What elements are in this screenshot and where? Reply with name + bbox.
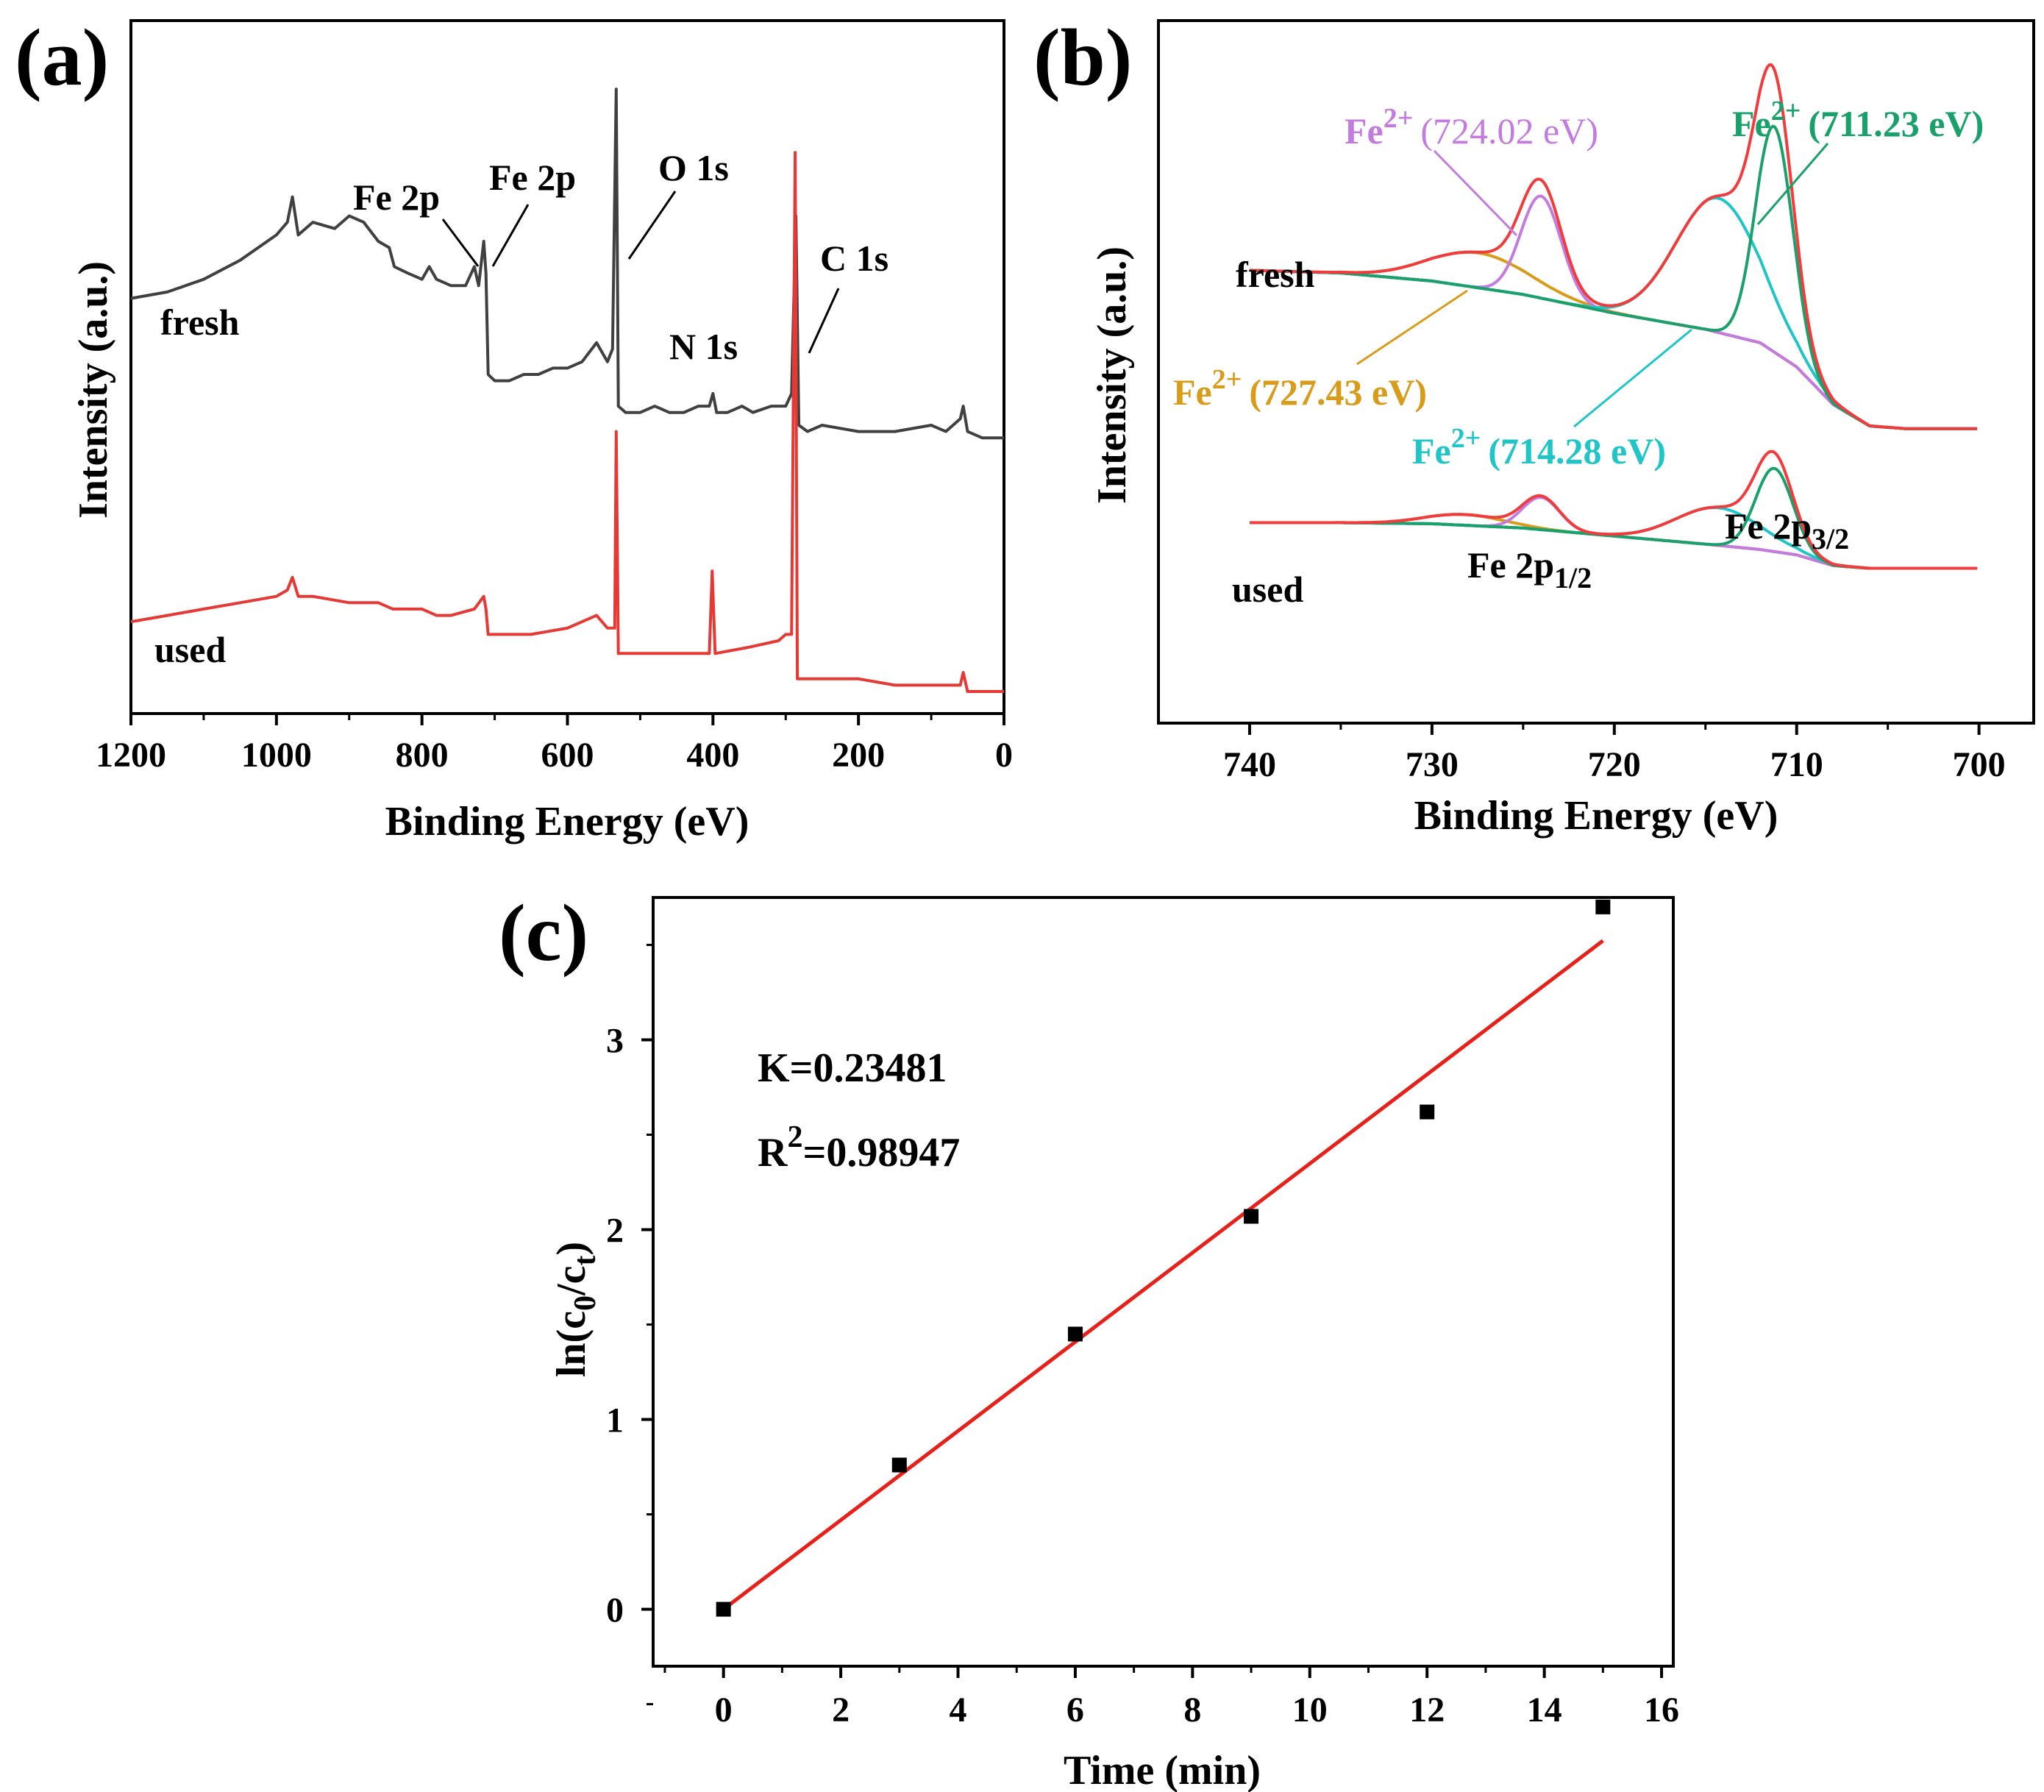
fe2p-annotation-right: Fe 2p xyxy=(489,157,576,198)
panel-a-label: (a) xyxy=(15,13,109,102)
orbital-label-2p32: Fe 2p3/2 xyxy=(1725,505,1849,555)
panel-b-fit-curves xyxy=(1249,63,1978,570)
panel-c-y-axis-title: ln(c0/ct) xyxy=(549,1242,602,1377)
a-series-used xyxy=(130,151,1004,693)
b-x-tick-label: 730 xyxy=(1406,745,1459,784)
c1s-leader xyxy=(808,288,840,354)
peak-leader-727 xyxy=(1356,289,1468,366)
panel-c-label: (c) xyxy=(499,888,588,978)
a-x-tick-label: 800 xyxy=(396,736,449,775)
peak-label-727: Fe2+ (727.43 eV) xyxy=(1173,364,1427,413)
c1s-annotation: C 1s xyxy=(820,238,889,279)
panel-a-x-ticks: 1200 1000 800 600 400 200 0 xyxy=(96,714,1013,775)
c-x-tick-label: 8 xyxy=(1183,1690,1201,1729)
c-y-tick-label: 0 xyxy=(606,1591,624,1630)
c-data-point xyxy=(1244,1209,1259,1224)
panel-c-fit-line xyxy=(722,939,1604,1611)
b-x-tick-label: 740 xyxy=(1223,745,1276,784)
panel-a-fresh-label: fresh xyxy=(160,302,240,343)
panel-b-fresh-label: fresh xyxy=(1236,254,1315,295)
c-x-tick-label: 0 xyxy=(715,1690,733,1729)
c-x-tick-label: 16 xyxy=(1644,1690,1679,1729)
c-data-point xyxy=(891,1457,907,1473)
b-x-tick-label: 720 xyxy=(1588,745,1641,784)
c-x-tick-label: 14 xyxy=(1527,1690,1562,1729)
panel-a-series xyxy=(130,88,1004,693)
b-used-component-711.23 xyxy=(1250,466,1978,570)
c-x-tick-label: 10 xyxy=(1292,1690,1328,1729)
c-x-tick-label: 2 xyxy=(832,1690,850,1729)
c-x-tick-label: 12 xyxy=(1409,1690,1445,1729)
fe2p-left-leader xyxy=(441,218,480,267)
c-x-tick-label: 6 xyxy=(1066,1690,1084,1729)
peak-leader-711 xyxy=(1756,143,1829,225)
panel-c-frame xyxy=(652,896,1675,1668)
fe2p-right-leader xyxy=(491,204,530,267)
o1s-leader xyxy=(627,191,677,260)
panel-b-x-ticks: 740 730 720 710 700 xyxy=(1223,723,2006,784)
a-x-tick-label: 400 xyxy=(686,736,739,775)
panel-a-survey-spectrum: (a) 1200 1000 800 600 400 200 0 Binding Energy… xyxy=(15,13,1013,845)
peak-leader-714 xyxy=(1573,328,1692,428)
peak-label-714: Fe2+ (714.28 eV) xyxy=(1412,423,1666,472)
c-linear-fit-line xyxy=(722,939,1604,1611)
peak-label-724: Fe2+ (724.02 eV) xyxy=(1345,103,1598,152)
n1s-annotation: N 1s xyxy=(669,326,738,367)
a-x-tick-label: 600 xyxy=(541,736,594,775)
fe2p-annotation-left: Fe 2p xyxy=(353,177,440,218)
o1s-annotation: O 1s xyxy=(658,147,729,188)
panel-b-used-label: used xyxy=(1232,569,1303,610)
panel-c-data-points xyxy=(716,899,1611,1617)
c-x-tick-label: 4 xyxy=(950,1690,967,1729)
panel-b-y-axis-title: Intensity (a.u.) xyxy=(1089,246,1135,504)
a-x-tick-label: 1000 xyxy=(241,736,312,775)
b-fresh-envelope xyxy=(1249,63,1978,430)
rate-constant-text: K=0.23481 xyxy=(758,1045,947,1091)
c-y-tick-label: 3 xyxy=(606,1022,624,1061)
b-used-envelope xyxy=(1250,449,1978,570)
b-used-component-714.28 xyxy=(1250,505,1978,570)
b-x-tick-label: 700 xyxy=(1953,745,2006,784)
panel-b-frame xyxy=(1157,19,2035,725)
c-data-point xyxy=(1067,1326,1083,1342)
a-x-tick-label: 0 xyxy=(995,736,1013,775)
panel-a-x-axis-title: Binding Energy (eV) xyxy=(385,799,749,845)
b-used-background xyxy=(1250,521,1978,570)
c-data-point xyxy=(716,1601,731,1617)
c-data-point xyxy=(1420,1104,1435,1120)
panel-b-fe2p-spectrum: (b) 740 730 720 710 700 Binding Energy (eV) … xyxy=(1033,13,2035,839)
panel-b-label: (b) xyxy=(1033,13,1132,102)
b-x-tick-label: 710 xyxy=(1770,745,1823,784)
a-x-tick-label: 200 xyxy=(832,736,885,775)
c-y-tick-label: 2 xyxy=(606,1212,624,1251)
peak-leader-724 xyxy=(1433,149,1518,237)
panel-b-x-axis-title: Binding Energy (eV) xyxy=(1414,793,1778,839)
orbital-label-2p12: Fe 2p1/2 xyxy=(1467,544,1592,594)
panel-c-x-axis-title: Time (min) xyxy=(1064,1748,1261,1792)
c-y-tick-label: 1 xyxy=(606,1401,624,1440)
panel-a-used-label: used xyxy=(154,629,226,670)
a-series-fresh xyxy=(130,88,1004,440)
panel-a-y-axis-title: Intensity (a.u.) xyxy=(71,261,116,519)
peak-label-711: Fe2+ (711.23 eV) xyxy=(1732,96,1984,144)
a-x-tick-label: 1200 xyxy=(96,736,166,775)
c-data-point xyxy=(1595,899,1611,914)
r-squared-text: R2=0.98947 xyxy=(758,1120,960,1176)
